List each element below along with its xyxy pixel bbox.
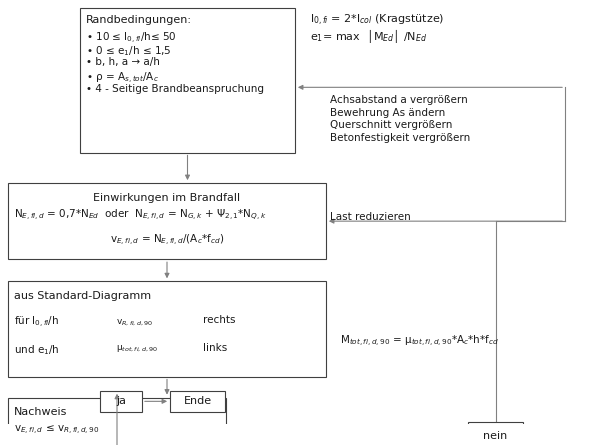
Bar <box>170 391 225 412</box>
Text: Achsabstand a vergrößern: Achsabstand a vergrößern <box>330 95 468 105</box>
Text: für l$_{0,fi}$/h: für l$_{0,fi}$/h <box>14 315 59 330</box>
Text: links: links <box>203 343 227 353</box>
Text: • 4 - Seitige Brandbeanspruchung: • 4 - Seitige Brandbeanspruchung <box>86 84 264 94</box>
Text: • 10 ≤ l$_{0,fi}$/h≤ 50: • 10 ≤ l$_{0,fi}$/h≤ 50 <box>86 31 176 45</box>
Text: aus Standard-Diagramm: aus Standard-Diagramm <box>14 291 151 301</box>
Text: Betonfestigkeit vergrößern: Betonfestigkeit vergrößern <box>330 133 470 142</box>
Bar <box>468 422 523 445</box>
Text: Einwirkungen im Brandfall: Einwirkungen im Brandfall <box>94 193 241 202</box>
Text: nein: nein <box>484 431 508 441</box>
Bar <box>80 8 295 153</box>
Text: • ρ = A$_{s,tot}$/A$_c$: • ρ = A$_{s,tot}$/A$_c$ <box>86 71 159 85</box>
Text: v$_{E,fi,d}$ ≤ v$_{R,fi,d,90}$: v$_{E,fi,d}$ ≤ v$_{R,fi,d,90}$ <box>14 424 100 437</box>
Text: Nachweis: Nachweis <box>14 407 67 417</box>
Text: N$_{E,fi,d}$ = 0,7*N$_{Ed}$  oder  N$_{E,fi,d}$ = N$_{G,k}$ + Ψ$_{2,1}$*N$_{Q,k}: N$_{E,fi,d}$ = 0,7*N$_{Ed}$ oder N$_{E,f… <box>14 208 266 223</box>
Text: rechts: rechts <box>203 315 235 324</box>
Text: e$_1$= max  │M$_{Ed}$│ /N$_{Ed}$: e$_1$= max │M$_{Ed}$│ /N$_{Ed}$ <box>310 27 427 44</box>
Text: l$_{0,fi}$ = 2*l$_{col}$ (Kragstütze): l$_{0,fi}$ = 2*l$_{col}$ (Kragstütze) <box>310 13 445 28</box>
Text: v$_{E,fi,d}$ = N$_{E,fi,d}$/(A$_c$*f$_{cd}$): v$_{E,fi,d}$ = N$_{E,fi,d}$/(A$_c$*f$_{c… <box>110 233 224 248</box>
Text: Last reduzieren: Last reduzieren <box>330 212 411 222</box>
Text: Ende: Ende <box>184 396 212 406</box>
Bar <box>8 281 326 376</box>
Text: • 0 ≤ e$_1$/h ≤ 1,5: • 0 ≤ e$_1$/h ≤ 1,5 <box>86 44 172 58</box>
Text: M$_{tot,fi,d,90}$ = μ$_{tot,fi,d,90}$*A$_c$*h*f$_{cd}$: M$_{tot,fi,d,90}$ = μ$_{tot,fi,d,90}$*A$… <box>340 334 499 349</box>
Text: ja: ja <box>116 396 126 406</box>
Bar <box>100 391 142 412</box>
Text: • b, h, a → a/h: • b, h, a → a/h <box>86 57 160 67</box>
Text: μ$_{tot,fi,d,90}$: μ$_{tot,fi,d,90}$ <box>116 343 158 354</box>
Bar <box>8 183 326 259</box>
Text: Querschnitt vergrößern: Querschnitt vergrößern <box>330 120 452 130</box>
Text: v$_{R,fi,d,90}$: v$_{R,fi,d,90}$ <box>116 317 153 328</box>
Text: Bewehrung As ändern: Bewehrung As ändern <box>330 108 445 118</box>
Bar <box>8 397 226 445</box>
Text: Randbedingungen:: Randbedingungen: <box>86 15 192 25</box>
Text: und e$_1$/h: und e$_1$/h <box>14 343 59 357</box>
